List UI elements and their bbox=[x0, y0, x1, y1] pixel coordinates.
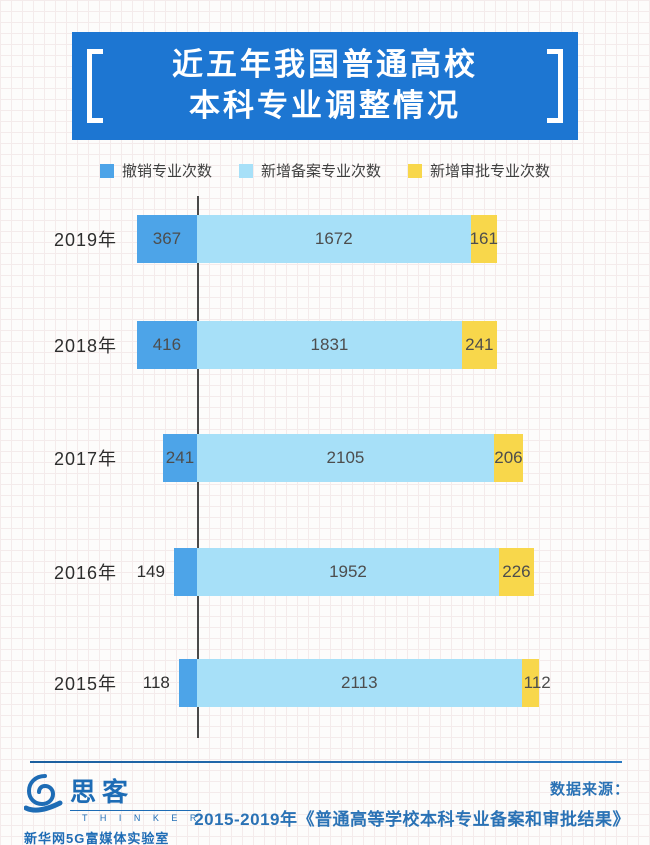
bar-value-label: 1672 bbox=[314, 229, 353, 248]
logo-name-en: T H I N K E R bbox=[70, 810, 202, 823]
bar-segment-new-registered: 1831 bbox=[196, 321, 462, 369]
bar-segment-new-registered: 2113 bbox=[196, 659, 522, 707]
bar-value-label: 226 bbox=[502, 562, 531, 581]
legend-swatch-new-approved bbox=[408, 163, 422, 178]
bar-value-label: 1952 bbox=[329, 562, 367, 581]
bar-value-label: 206 bbox=[494, 448, 523, 467]
footer-divider bbox=[30, 761, 622, 763]
legend-label-new-registered: 新增备案专业次数 bbox=[260, 163, 381, 180]
bar-segment-new-registered: 1952 bbox=[196, 548, 499, 596]
chart-row-2016年: 2016年 149 1952 226 bbox=[0, 548, 650, 596]
chart-row-2019年: 2019年 367 1672 161 bbox=[0, 215, 650, 263]
data-source-label: 数据来源： bbox=[549, 781, 630, 798]
page-title-line2: 本科专业调整情况 bbox=[189, 88, 461, 123]
legend-swatch-revoked bbox=[99, 163, 114, 178]
chart-row-2018年: 2018年 416 1831 241 bbox=[0, 321, 650, 369]
bar-segment-revoked: 241 bbox=[163, 434, 197, 482]
year-label: 2019年 bbox=[53, 230, 117, 250]
stacked-bar: 149 1952 226 bbox=[137, 548, 534, 596]
chart-legend: 撤销专业次数 新增备案专业次数 新增审批专业次数 bbox=[0, 160, 650, 181]
bar-value-label: 241 bbox=[465, 335, 494, 354]
page-title-line1: 近五年我国普通高校 bbox=[172, 47, 478, 83]
stacked-bar: 118 2113 112 bbox=[143, 659, 551, 707]
title-banner: 近五年我国普通高校 本科专业调整情况 bbox=[72, 32, 578, 140]
bar-segment-revoked bbox=[173, 548, 197, 596]
legend-label-revoked: 撤销专业次数 bbox=[121, 163, 212, 180]
bar-value-label: 161 bbox=[469, 229, 498, 248]
bar-value-label: 2113 bbox=[341, 673, 378, 692]
bar-segment-revoked: 367 bbox=[136, 215, 197, 263]
bar-value-label: 118 bbox=[142, 673, 170, 692]
bar-segment-new-approved: 206 bbox=[493, 434, 523, 482]
legend-item-revoked: 撤销专业次数 bbox=[99, 160, 212, 181]
bar-segment-new-approved: 112 bbox=[521, 659, 551, 707]
wave-swirl-icon bbox=[24, 774, 63, 813]
bar-value-label: 112 bbox=[523, 673, 551, 692]
data-source-block: 数据来源： 2015-2019年《普通高等学校本科专业备案和审批结果》 bbox=[194, 778, 630, 830]
year-label: 2016年 bbox=[53, 563, 117, 583]
bar-segment-new-registered: 2105 bbox=[196, 434, 494, 482]
bar-value-label: 416 bbox=[152, 335, 182, 354]
bar-value-label: 2105 bbox=[326, 448, 365, 467]
chart-row-2017年: 2017年 241 2105 206 bbox=[0, 434, 650, 482]
legend-swatch-new-registered bbox=[238, 163, 253, 178]
stacked-bar: 416 1831 241 bbox=[136, 321, 497, 369]
left-bracket-decoration bbox=[87, 49, 103, 123]
right-bracket-decoration bbox=[547, 49, 563, 123]
thinker-logo: 思客 T H I N K E R 新华网5G富媒体实验室 bbox=[24, 772, 202, 845]
bar-value-label: 367 bbox=[152, 229, 182, 248]
year-label: 2015年 bbox=[53, 674, 117, 694]
logo-name-cn: 思客 bbox=[70, 778, 135, 807]
stacked-bar: 367 1672 161 bbox=[136, 215, 498, 263]
bar-value-label: 1831 bbox=[310, 335, 349, 354]
bar-segment-new-approved: 226 bbox=[498, 548, 534, 596]
year-label: 2017年 bbox=[53, 449, 117, 469]
logo-org-label: 新华网5G富媒体实验室 bbox=[24, 831, 170, 845]
legend-item-new-registered: 新增备案专业次数 bbox=[238, 160, 381, 181]
bar-segment-revoked bbox=[178, 659, 197, 707]
bar-value-label: 241 bbox=[165, 448, 195, 467]
data-source-text: 2015-2019年《普通高等学校本科专业备案和审批结果》 bbox=[194, 810, 630, 829]
bar-segment-new-registered: 1672 bbox=[196, 215, 471, 263]
year-label: 2018年 bbox=[53, 336, 117, 356]
bar-segment-new-approved: 241 bbox=[461, 321, 497, 369]
bar-segment-new-approved: 161 bbox=[469, 215, 498, 263]
bar-value-label: 149 bbox=[136, 562, 165, 581]
stacked-bar: 241 2105 206 bbox=[163, 434, 523, 482]
legend-label-new-approved: 新增审批专业次数 bbox=[430, 163, 551, 180]
bar-segment-revoked: 416 bbox=[136, 321, 197, 369]
chart-row-2015年: 2015年 118 2113 112 bbox=[0, 659, 650, 707]
legend-item-new-approved: 新增审批专业次数 bbox=[408, 160, 550, 181]
